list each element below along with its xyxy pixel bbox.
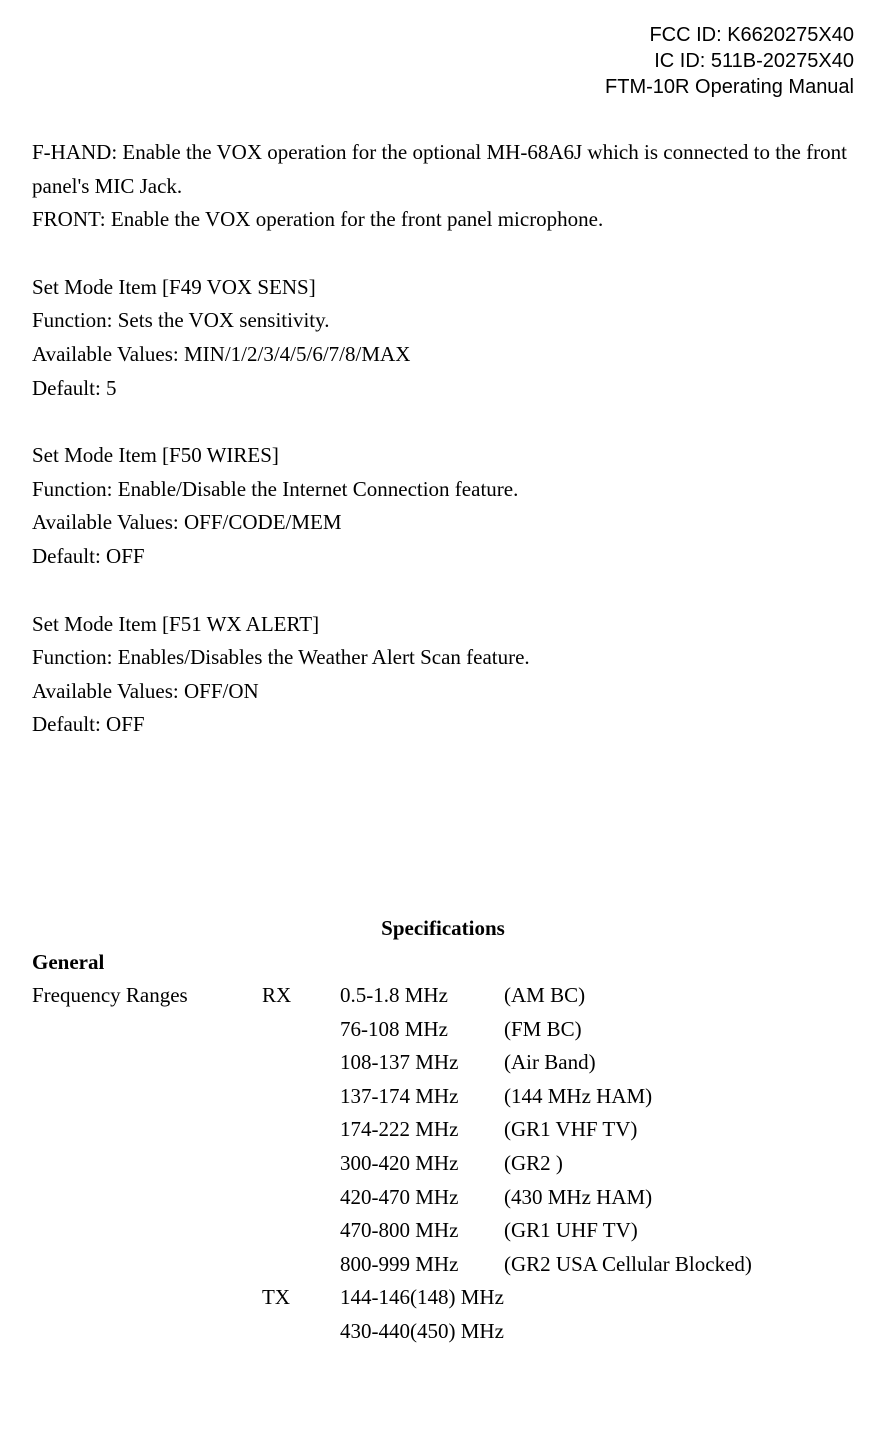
paragraph-front: FRONT: Enable the VOX operation for the … — [32, 203, 854, 237]
general-heading: General — [32, 946, 854, 980]
item-function: Function: Sets the VOX sensitivity. — [32, 304, 854, 338]
freq-value: 420-470 MHz — [340, 1181, 504, 1215]
freq-value: 470-800 MHz — [340, 1214, 504, 1248]
item-title: Set Mode Item [F49 VOX SENS] — [32, 271, 854, 305]
band-value: (FM BC) — [504, 1013, 854, 1047]
band-value: (GR1 UHF TV) — [504, 1214, 854, 1248]
set-mode-item-f51: Set Mode Item [F51 WX ALERT] Function: E… — [32, 608, 854, 742]
band-value: (GR2 ) — [504, 1147, 854, 1181]
set-mode-item-f49: Set Mode Item [F49 VOX SENS] Function: S… — [32, 271, 854, 405]
doc-header: FCC ID: K6620275X40 IC ID: 511B-20275X40… — [32, 22, 854, 100]
ic-id: IC ID: 511B-20275X40 — [32, 48, 854, 74]
item-default: Default: 5 — [32, 372, 854, 406]
item-values: Available Values: OFF/CODE/MEM — [32, 506, 854, 540]
band-value: (GR1 VHF TV) — [504, 1113, 854, 1147]
table-row: 430-440(450) MHz — [32, 1315, 854, 1349]
table-row: TX 144-146(148) MHz — [32, 1281, 854, 1315]
spec-label: Frequency Ranges — [32, 979, 262, 1013]
manual-name: FTM-10R Operating Manual — [32, 74, 854, 100]
band-value: (GR2 USA Cellular Blocked) — [504, 1248, 854, 1282]
band-value — [504, 1315, 854, 1349]
table-row: 300-420 MHz (GR2 ) — [32, 1147, 854, 1181]
item-values: Available Values: OFF/ON — [32, 675, 854, 709]
band-value — [504, 1281, 854, 1315]
table-row: 108-137 MHz (Air Band) — [32, 1046, 854, 1080]
freq-value: 76-108 MHz — [340, 1013, 504, 1047]
set-mode-item-f50: Set Mode Item [F50 WIRES] Function: Enab… — [32, 439, 854, 573]
freq-value: 108-137 MHz — [340, 1046, 504, 1080]
band-value: (144 MHz HAM) — [504, 1080, 854, 1114]
freq-value: 800-999 MHz — [340, 1248, 504, 1282]
table-row: 174-222 MHz (GR1 VHF TV) — [32, 1113, 854, 1147]
frequency-ranges-table: Frequency Ranges RX 0.5-1.8 MHz (AM BC) … — [32, 979, 854, 1349]
freq-value: 430-440(450) MHz — [340, 1315, 504, 1349]
item-default: Default: OFF — [32, 708, 854, 742]
table-row: Frequency Ranges RX 0.5-1.8 MHz (AM BC) — [32, 979, 854, 1013]
table-row: 420-470 MHz (430 MHz HAM) — [32, 1181, 854, 1215]
specifications-heading: Specifications — [32, 912, 854, 946]
item-values: Available Values: MIN/1/2/3/4/5/6/7/8/MA… — [32, 338, 854, 372]
freq-value: 174-222 MHz — [340, 1113, 504, 1147]
freq-value: 137-174 MHz — [340, 1080, 504, 1114]
freq-value: 300-420 MHz — [340, 1147, 504, 1181]
table-row: 470-800 MHz (GR1 UHF TV) — [32, 1214, 854, 1248]
item-title: Set Mode Item [F51 WX ALERT] — [32, 608, 854, 642]
freq-value: 0.5-1.8 MHz — [340, 979, 504, 1013]
item-title: Set Mode Item [F50 WIRES] — [32, 439, 854, 473]
table-row: 800-999 MHz (GR2 USA Cellular Blocked) — [32, 1248, 854, 1282]
fcc-id: FCC ID: K6620275X40 — [32, 22, 854, 48]
tx-label: TX — [262, 1281, 340, 1315]
paragraph-fhand: F-HAND: Enable the VOX operation for the… — [32, 136, 854, 203]
table-row: 76-108 MHz (FM BC) — [32, 1013, 854, 1047]
band-value: (AM BC) — [504, 979, 854, 1013]
band-value: (430 MHz HAM) — [504, 1181, 854, 1215]
item-function: Function: Enables/Disables the Weather A… — [32, 641, 854, 675]
freq-value: 144-146(148) MHz — [340, 1281, 504, 1315]
item-default: Default: OFF — [32, 540, 854, 574]
item-function: Function: Enable/Disable the Internet Co… — [32, 473, 854, 507]
rx-label: RX — [262, 979, 340, 1013]
table-row: 137-174 MHz (144 MHz HAM) — [32, 1080, 854, 1114]
band-value: (Air Band) — [504, 1046, 854, 1080]
